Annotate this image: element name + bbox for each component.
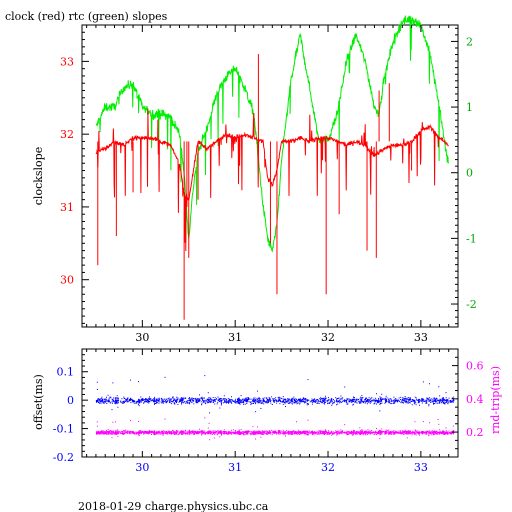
offset-series <box>95 375 455 414</box>
slopes-x-tick-label: 33 <box>414 331 428 344</box>
slopes-y-axis-label: clockslope <box>32 147 45 205</box>
rtc-series <box>95 15 449 253</box>
offsets-x-tick-label: 31 <box>228 461 242 474</box>
rnd-trip-y-tick-label: 0.2 <box>466 426 484 439</box>
slopes-x-tick-label: 31 <box>228 331 242 344</box>
offsets-y-tick-label: 0 <box>67 394 74 407</box>
rtc-y-tick-label: -1 <box>466 232 477 245</box>
rtc-y-tick-label: 2 <box>466 35 473 48</box>
rnd-trip-points <box>95 417 455 441</box>
offsets-axes: 30 31 32 33 0.1 0 -0.1 -0.2 0.6 0.4 0.2 <box>53 348 484 474</box>
slopes-axes: 30 31 32 33 30 31 32 33 -2 -1 0 1 2 <box>60 25 477 344</box>
rtc-line <box>95 15 449 253</box>
rnd-trip-y-tick-label: 0.6 <box>466 360 484 373</box>
rtc-y-tick-label: 0 <box>466 167 473 180</box>
offsets-x-tick-label: 33 <box>414 461 428 474</box>
slopes-plot-frame <box>81 24 459 328</box>
clock-line <box>95 108 449 252</box>
figure-title: clock (red) rtc (green) slopes <box>5 10 168 23</box>
slopes-y-tick-label: 32 <box>60 128 74 141</box>
offsets-x-tick-label: 32 <box>321 461 335 474</box>
slopes-y-tick-label: 33 <box>60 55 74 68</box>
slopes-x-tick-label: 32 <box>321 331 335 344</box>
rnd-trip-series <box>95 417 455 441</box>
offsets-plot-frame <box>81 348 459 458</box>
slopes-panel: 30 31 32 33 30 31 32 33 -2 -1 0 1 2 clockslope <box>32 15 477 344</box>
slopes-y-tick-label: 30 <box>60 274 74 287</box>
offsets-panel: 30 31 32 33 0.1 0 -0.1 -0.2 0.6 0.4 0.2 offset(ms)… <box>32 348 502 474</box>
rtc-y-tick-label: 1 <box>466 101 473 114</box>
offsets-y-axis-label: offset(ms) <box>32 374 45 430</box>
offset-points <box>95 375 455 414</box>
rnd-trip-y-axis-label: rnd-trip(ms) <box>489 366 502 434</box>
offsets-x-tick-label: 30 <box>135 461 149 474</box>
footer-text: 2018-01-29 charge.physics.ubc.ca <box>78 500 269 512</box>
offsets-y-tick-label: -0.2 <box>53 451 74 464</box>
clock-series <box>95 54 449 320</box>
slopes-x-tick-label: 30 <box>135 331 149 344</box>
offsets-y-tick-label: 0.1 <box>57 366 75 379</box>
rtc-y-tick-label: -2 <box>466 298 477 311</box>
slopes-y-tick-label: 31 <box>60 201 74 214</box>
rnd-trip-y-tick-label: 0.4 <box>466 393 484 406</box>
offsets-y-tick-label: -0.1 <box>53 423 74 436</box>
